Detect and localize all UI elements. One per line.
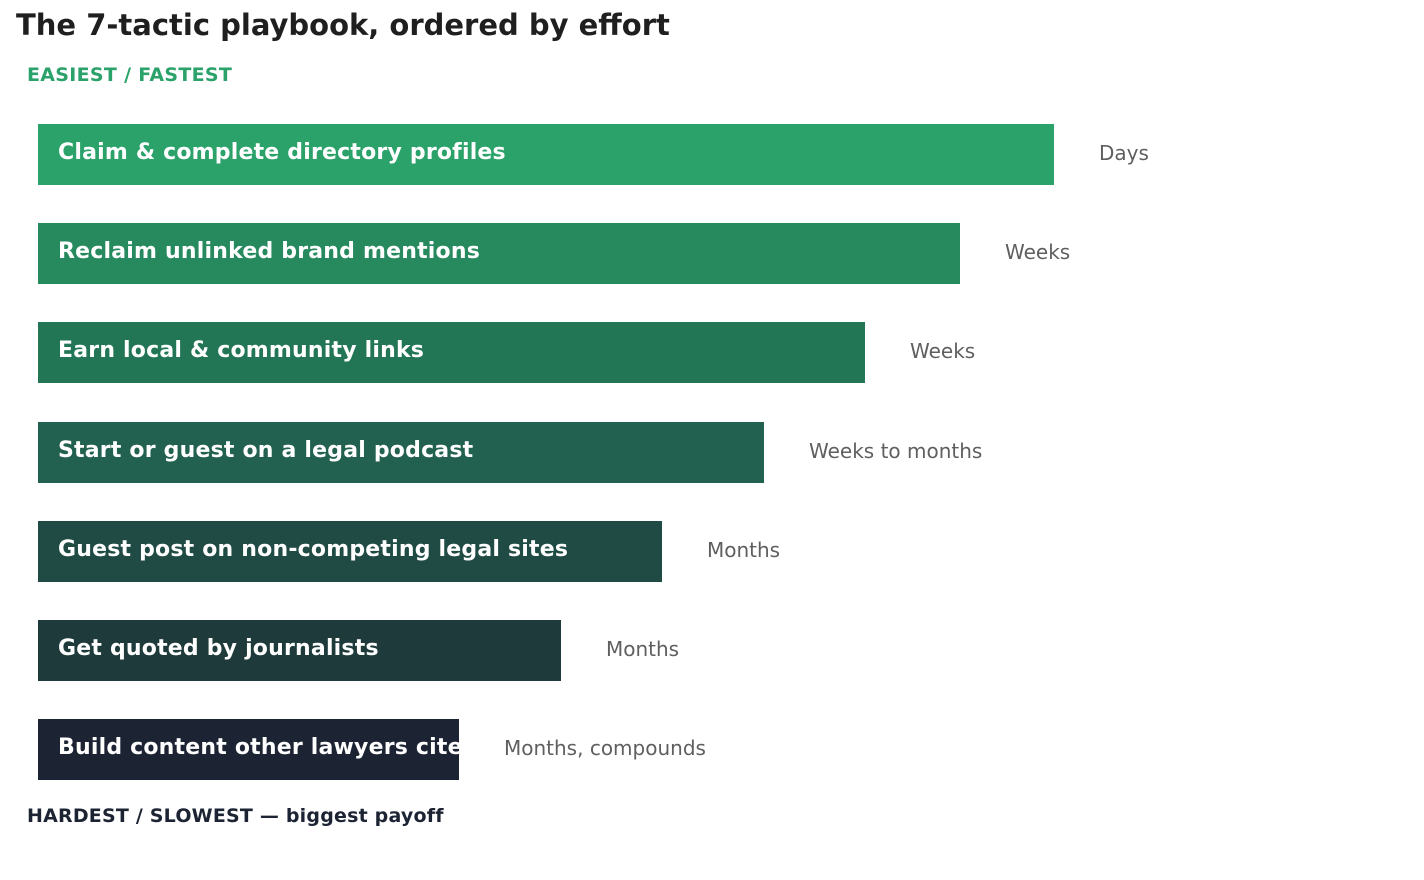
bar: Start or guest on a legal podcast (38, 422, 764, 483)
bar-label: Build content other lawyers cite (58, 735, 459, 760)
chart-title: The 7-tactic playbook, ordered by effort (16, 8, 670, 42)
value-label: Months, compounds (504, 736, 706, 760)
bar: Earn local & community links (38, 322, 865, 383)
hardest-label: HARDEST / SLOWEST — biggest payoff (27, 805, 444, 827)
bar: Reclaim unlinked brand mentions (38, 223, 960, 284)
bar: Get quoted by journalists (38, 620, 561, 681)
bar-label: Claim & complete directory profiles (58, 140, 506, 165)
easiest-label: EASIEST / FASTEST (27, 64, 233, 86)
bar-label: Get quoted by journalists (58, 636, 379, 661)
bar-label: Start or guest on a legal podcast (58, 438, 474, 463)
bar-label: Guest post on non-competing legal sites (58, 537, 569, 562)
bar: Build content other lawyers cite (38, 719, 459, 780)
value-label: Weeks (910, 339, 976, 363)
value-label: Months (707, 538, 781, 562)
bar-label: Earn local & community links (58, 338, 425, 363)
value-label: Days (1099, 141, 1149, 165)
value-label: Months (606, 637, 680, 661)
bar: Claim & complete directory profiles (38, 124, 1054, 185)
bar: Guest post on non-competing legal sites (38, 521, 662, 582)
bar-label: Reclaim unlinked brand mentions (58, 239, 480, 264)
value-label: Weeks (1005, 240, 1071, 264)
value-label: Weeks to months (809, 439, 983, 463)
